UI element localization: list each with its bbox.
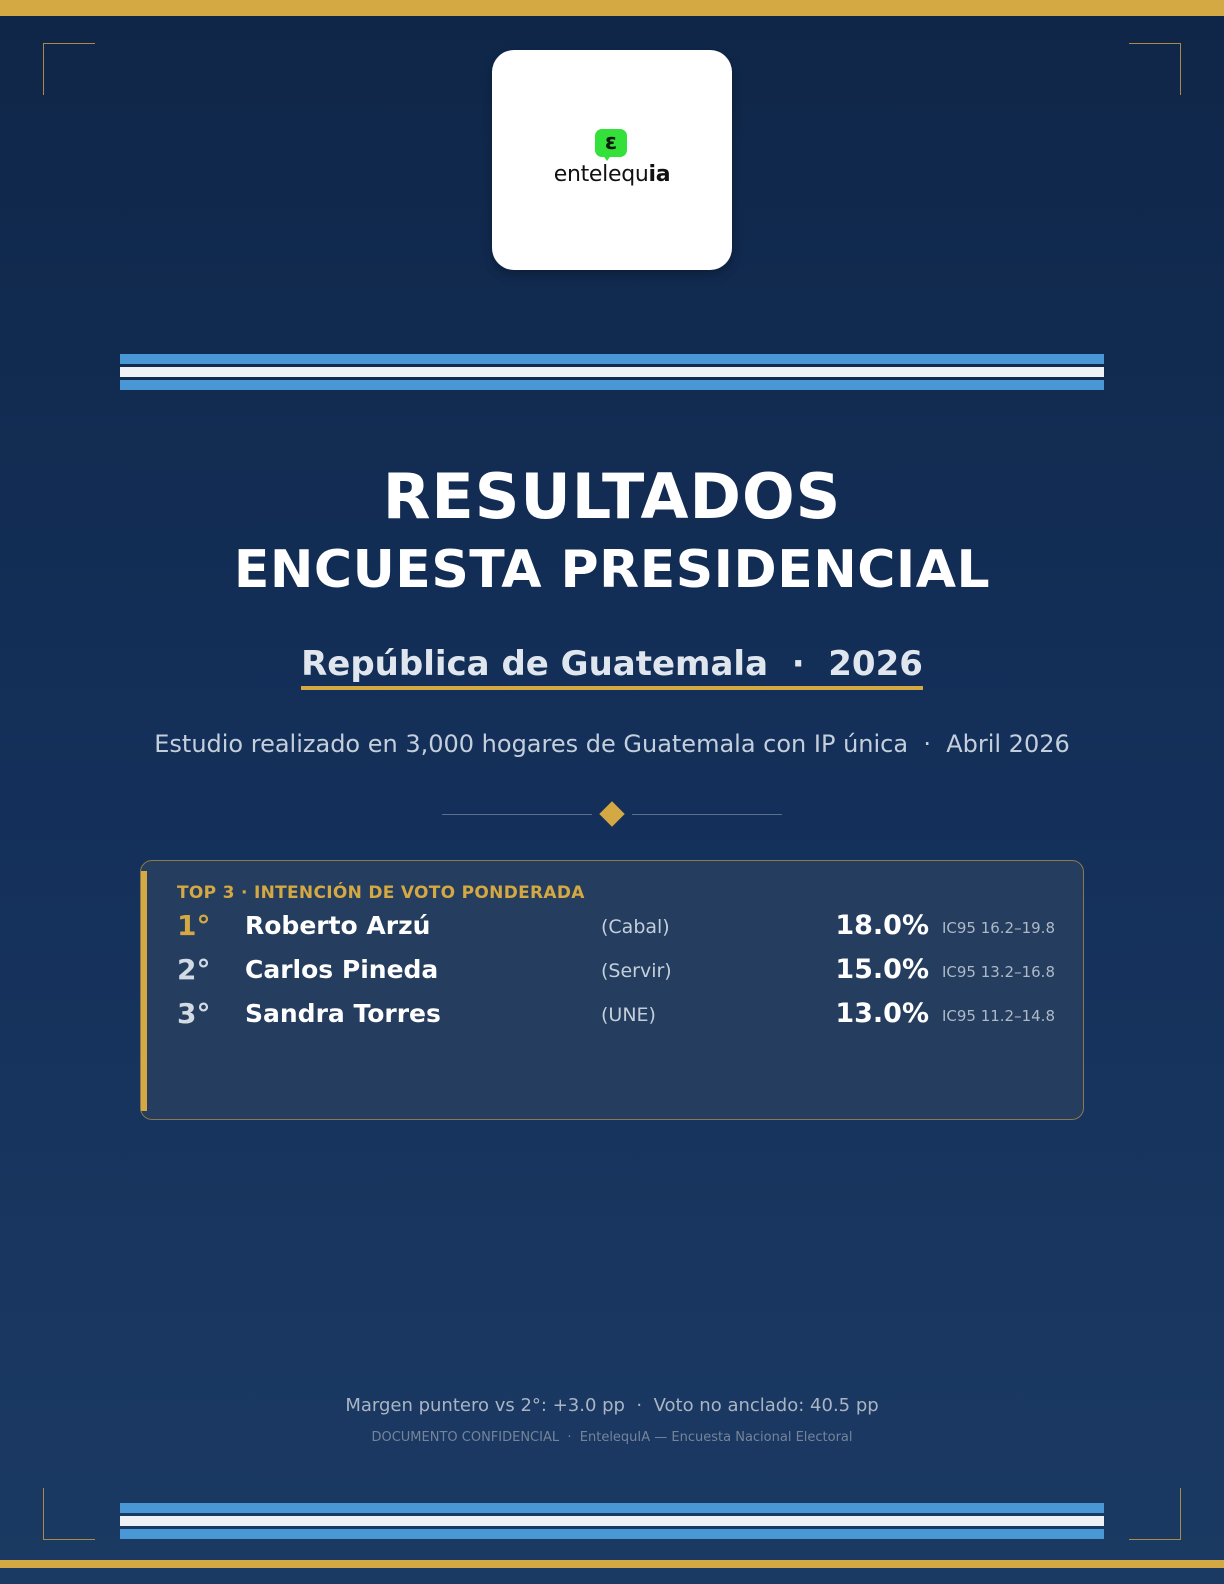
corner-ornament-bottom-left bbox=[43, 1488, 95, 1540]
result-rank: 1° bbox=[177, 909, 211, 942]
result-row: 3° Sandra Torres (UNE) 13.0% IC95 11.2–1… bbox=[141, 997, 1085, 1037]
result-rank: 2° bbox=[177, 953, 211, 986]
vote-percentage: 18.0% bbox=[835, 910, 929, 941]
corner-ornament-bottom-right bbox=[1129, 1488, 1181, 1540]
margin-summary: Margen puntero vs 2°: +3.0 pp · Voto no … bbox=[345, 1395, 879, 1416]
panel-accent-bar bbox=[141, 871, 147, 1111]
study-description: Estudio realizado en 3,000 hogares de Gu… bbox=[154, 730, 1070, 758]
corner-ornament-top-right bbox=[1129, 43, 1181, 95]
logo-wordmark-bold: ia bbox=[648, 162, 671, 187]
chat-bubble-logo-icon: ɛ bbox=[595, 129, 627, 157]
country-year-label: República de Guatemala · 2026 bbox=[301, 644, 923, 690]
divider-line-left bbox=[442, 814, 592, 815]
logo-card: ɛ entelequia bbox=[492, 50, 732, 270]
result-row: 2° Carlos Pineda (Servir) 15.0% IC95 13.… bbox=[141, 953, 1085, 993]
result-row: 1° Roberto Arzú (Cabal) 18.0% IC95 16.2–… bbox=[141, 909, 1085, 949]
result-rank: 3° bbox=[177, 997, 211, 1030]
flag-stripes-bottom bbox=[120, 1503, 1104, 1539]
corner-ornament-top-left bbox=[43, 43, 95, 95]
top-gold-border bbox=[0, 0, 1224, 16]
confidence-interval: IC95 13.2–16.8 bbox=[941, 963, 1055, 981]
page-title: RESULTADOS bbox=[382, 460, 842, 533]
vote-percentage: 13.0% bbox=[835, 998, 929, 1029]
vote-percentage: 15.0% bbox=[835, 954, 929, 985]
results-panel: TOP 3 · INTENCIÓN DE VOTO PONDERADA 1° R… bbox=[140, 860, 1084, 1120]
candidate-name: Carlos Pineda bbox=[245, 955, 439, 984]
candidate-name: Roberto Arzú bbox=[245, 911, 431, 940]
results-heading: TOP 3 · INTENCIÓN DE VOTO PONDERADA bbox=[177, 883, 585, 903]
page-subtitle: ENCUESTA PRESIDENCIAL bbox=[233, 540, 991, 600]
candidate-party: (Servir) bbox=[601, 960, 672, 982]
candidate-party: (Cabal) bbox=[601, 916, 670, 938]
divider-line-right bbox=[632, 814, 782, 815]
chat-bubble-tail-icon bbox=[602, 154, 612, 161]
confidential-notice: DOCUMENTO CONFIDENCIAL · EntelequIA — En… bbox=[371, 1430, 853, 1445]
flag-stripes-top bbox=[120, 354, 1104, 390]
diamond-icon bbox=[599, 801, 625, 827]
logo-wordmark: entelequia bbox=[492, 162, 732, 187]
country-year-wrap: República de Guatemala · 2026 bbox=[0, 644, 1224, 690]
bottom-gold-border bbox=[0, 1560, 1224, 1568]
logo-wordmark-regular: entelequ bbox=[553, 162, 649, 187]
confidence-interval: IC95 11.2–14.8 bbox=[941, 1007, 1055, 1025]
candidate-party: (UNE) bbox=[601, 1004, 656, 1026]
candidate-name: Sandra Torres bbox=[245, 999, 441, 1028]
confidence-interval: IC95 16.2–19.8 bbox=[941, 919, 1055, 937]
